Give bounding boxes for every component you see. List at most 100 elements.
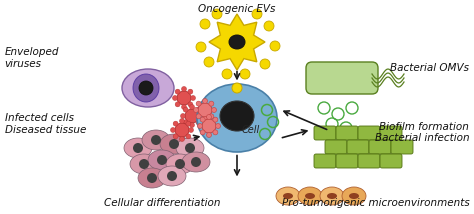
Ellipse shape — [176, 138, 204, 158]
Ellipse shape — [298, 187, 322, 205]
Circle shape — [175, 89, 180, 94]
Circle shape — [173, 134, 178, 139]
Ellipse shape — [166, 154, 194, 174]
Text: Cell: Cell — [242, 125, 260, 135]
Circle shape — [157, 155, 167, 165]
Circle shape — [196, 114, 201, 119]
Ellipse shape — [283, 193, 293, 199]
Circle shape — [171, 128, 175, 132]
Ellipse shape — [142, 130, 170, 150]
Circle shape — [175, 159, 185, 169]
Circle shape — [182, 104, 186, 110]
Circle shape — [252, 9, 262, 19]
Circle shape — [211, 107, 217, 113]
Circle shape — [186, 134, 191, 139]
Circle shape — [213, 117, 218, 122]
Ellipse shape — [349, 193, 359, 199]
Ellipse shape — [305, 193, 315, 199]
Circle shape — [199, 113, 203, 119]
Circle shape — [260, 59, 270, 69]
Circle shape — [209, 101, 214, 106]
Ellipse shape — [160, 134, 188, 154]
Circle shape — [186, 121, 191, 126]
Circle shape — [169, 139, 179, 149]
Circle shape — [216, 123, 220, 128]
FancyBboxPatch shape — [380, 154, 402, 168]
Circle shape — [183, 107, 188, 112]
Text: Pro-tumorigenic microenvironments: Pro-tumorigenic microenvironments — [282, 198, 469, 208]
Circle shape — [200, 117, 205, 122]
FancyBboxPatch shape — [336, 126, 358, 140]
Ellipse shape — [182, 152, 210, 172]
Circle shape — [139, 159, 149, 169]
FancyBboxPatch shape — [314, 154, 336, 168]
FancyBboxPatch shape — [347, 140, 369, 154]
Circle shape — [190, 104, 194, 110]
Ellipse shape — [148, 150, 176, 170]
Circle shape — [190, 122, 194, 128]
FancyBboxPatch shape — [325, 140, 347, 154]
Circle shape — [240, 69, 250, 79]
Circle shape — [202, 98, 208, 104]
Circle shape — [270, 41, 280, 51]
Circle shape — [196, 42, 206, 52]
Text: Cellular differentiation: Cellular differentiation — [104, 198, 221, 208]
Circle shape — [198, 103, 212, 117]
Circle shape — [207, 132, 211, 138]
Ellipse shape — [138, 168, 166, 188]
Circle shape — [196, 101, 201, 106]
Circle shape — [191, 95, 195, 101]
Circle shape — [183, 120, 188, 125]
Circle shape — [180, 137, 184, 141]
Circle shape — [204, 57, 214, 67]
Ellipse shape — [327, 193, 337, 199]
Circle shape — [185, 143, 195, 153]
Circle shape — [189, 128, 193, 132]
FancyBboxPatch shape — [391, 140, 413, 154]
Polygon shape — [209, 14, 265, 70]
Ellipse shape — [133, 74, 159, 102]
Circle shape — [173, 121, 178, 126]
Circle shape — [191, 157, 201, 167]
Circle shape — [173, 95, 177, 101]
Circle shape — [213, 130, 218, 135]
FancyBboxPatch shape — [358, 154, 380, 168]
Circle shape — [182, 86, 186, 92]
Ellipse shape — [130, 154, 158, 174]
FancyBboxPatch shape — [369, 140, 391, 154]
Circle shape — [133, 143, 143, 153]
Text: Oncogenic EVs: Oncogenic EVs — [198, 4, 276, 14]
Circle shape — [151, 135, 161, 145]
Circle shape — [188, 102, 193, 107]
Circle shape — [202, 116, 208, 122]
FancyBboxPatch shape — [336, 154, 358, 168]
Ellipse shape — [320, 187, 344, 205]
Circle shape — [193, 107, 199, 113]
FancyBboxPatch shape — [358, 126, 380, 140]
Ellipse shape — [342, 187, 366, 205]
Text: Enveloped
viruses: Enveloped viruses — [5, 47, 59, 68]
Text: Infected cells
Diseased tissue: Infected cells Diseased tissue — [5, 113, 86, 135]
Circle shape — [198, 123, 202, 128]
Circle shape — [185, 109, 199, 123]
Ellipse shape — [197, 84, 277, 152]
Text: Biofilm formation
Bacterial infection: Biofilm formation Bacterial infection — [374, 122, 469, 143]
Circle shape — [200, 130, 205, 135]
FancyBboxPatch shape — [306, 62, 378, 94]
Circle shape — [222, 69, 232, 79]
Circle shape — [196, 120, 201, 125]
Circle shape — [207, 114, 211, 119]
Ellipse shape — [139, 81, 153, 95]
Circle shape — [177, 91, 191, 105]
Text: Bacterial OMVs: Bacterial OMVs — [390, 64, 469, 73]
Ellipse shape — [158, 166, 186, 186]
Circle shape — [264, 21, 274, 31]
Circle shape — [200, 19, 210, 29]
Circle shape — [180, 119, 184, 123]
Circle shape — [167, 171, 177, 181]
Circle shape — [212, 9, 222, 19]
Ellipse shape — [220, 101, 254, 131]
FancyBboxPatch shape — [314, 126, 336, 140]
Circle shape — [175, 123, 189, 137]
Ellipse shape — [122, 69, 174, 107]
